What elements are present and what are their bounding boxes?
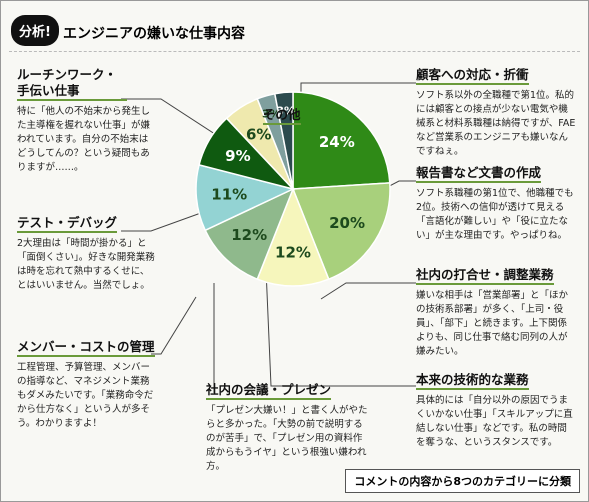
annotation: テスト・デバッグ 2大理由は「時間が掛かる」と「面倒くさい」。好きな開発業務は時を…: [17, 215, 157, 293]
annotation-heading: メンバー・コストの管理: [17, 339, 155, 357]
annotation-text: ソフト系以外の全職種で第1位。私的には顧客との接点が少ない電気や機械系と材料系職…: [416, 90, 576, 157]
annotation-heading: 社内の会議・プレゼン: [206, 382, 332, 400]
annotation-text: 嫌いな相手は「営業部署」と「ほかの技術系部署」が多く、「上司・役員」、「部下」と…: [416, 290, 569, 357]
value-label: 24%: [319, 133, 355, 151]
annotation-heading: 顧客への対応・折衝: [416, 67, 529, 85]
value-label: 6%: [246, 125, 271, 143]
annotation: 社内の打合せ・調整業務嫌いな相手は「営業部署」と「ほかの技術系部署」が多く、「上…: [416, 267, 576, 359]
annotation: ルーチンワーク・手伝い仕事特に「他人の不始末から発生した主導権を握れない仕事」が…: [17, 67, 157, 175]
annotation-heading: その他: [263, 107, 301, 125]
annotation-text: 2大理由は「時間が掛かる」と「面倒くさい」。好きな開発業務は時を忘れて熱中するく…: [17, 238, 155, 291]
annotation-heading: ルーチンワーク・手伝い仕事: [17, 67, 127, 101]
title: エンジニアの嫌いな仕事内容: [63, 26, 245, 42]
annotation-text: 具体的には「自分以外の原因でうまくいかない仕事」「スキルアップに直結しない仕事」…: [416, 395, 573, 448]
annotation: 本来の技術的な業務具体的には「自分以外の原因でうまくいかない仕事」「スキルアップ…: [416, 372, 576, 450]
annotation-heading: 報告書など文書の作成: [416, 165, 542, 183]
pie-slice: [292, 91, 391, 190]
annotation-heading: 社内の打合せ・調整業務: [416, 267, 554, 285]
annotation: 顧客への対応・折衝ソフト系以外の全職種で第1位。私的には顧客との接点が少ない電気…: [416, 67, 576, 159]
annotation: その他: [263, 107, 323, 129]
value-label: 3%: [262, 107, 281, 120]
value-label: 12%: [275, 244, 311, 262]
annotation: 社内の会議・プレゼン「プレゼン大嫌い！」と書く人がやたらと多かった。「大勢の前で…: [206, 382, 371, 474]
annotation-text: 特に「他人の不始末から発生した主導権を握れない仕事」が嫌われています。自分の不始…: [17, 106, 151, 173]
pie-slice: [273, 91, 294, 190]
annotation-text: 工程管理、予算管理、メンバーの指導など、マネジメント業務もダメみたいです。「業務…: [17, 362, 154, 429]
annotation: メンバー・コストの管理工程管理、予算管理、メンバーの指導など、マネジメント業務も…: [17, 339, 157, 431]
annotation-heading: 本来の技術的な業務: [416, 372, 529, 390]
annotation-text: ソフト系職種の第1位で、他職種でも2位。技術への信仰が透けて見える「言語化が難し…: [416, 188, 574, 241]
value-label: 9%: [225, 147, 250, 165]
pie-slice: [204, 187, 295, 281]
pie-slice: [195, 163, 296, 232]
value-label: 12%: [231, 226, 267, 244]
badge: 分析!: [11, 15, 59, 46]
annotation-heading: テスト・デバッグ: [17, 215, 118, 233]
annotation-text: 「プレゼン大嫌い！」と書く人がやたらと多かった。「大勢の前で説明するのが苦手」で…: [206, 405, 368, 472]
pie-slice: [291, 182, 391, 281]
divider: [9, 51, 580, 52]
value-label: 3%: [276, 105, 295, 118]
footer-note: コメントの内容から8つのカテゴリーに分類: [345, 469, 580, 493]
pie-slice: [256, 186, 330, 287]
value-label: 11%: [211, 186, 247, 204]
value-label: 20%: [329, 214, 365, 232]
annotation: 報告書など文書の作成ソフト系職種の第1位で、他職種でも2位。技術への信仰が透けて…: [416, 165, 576, 243]
